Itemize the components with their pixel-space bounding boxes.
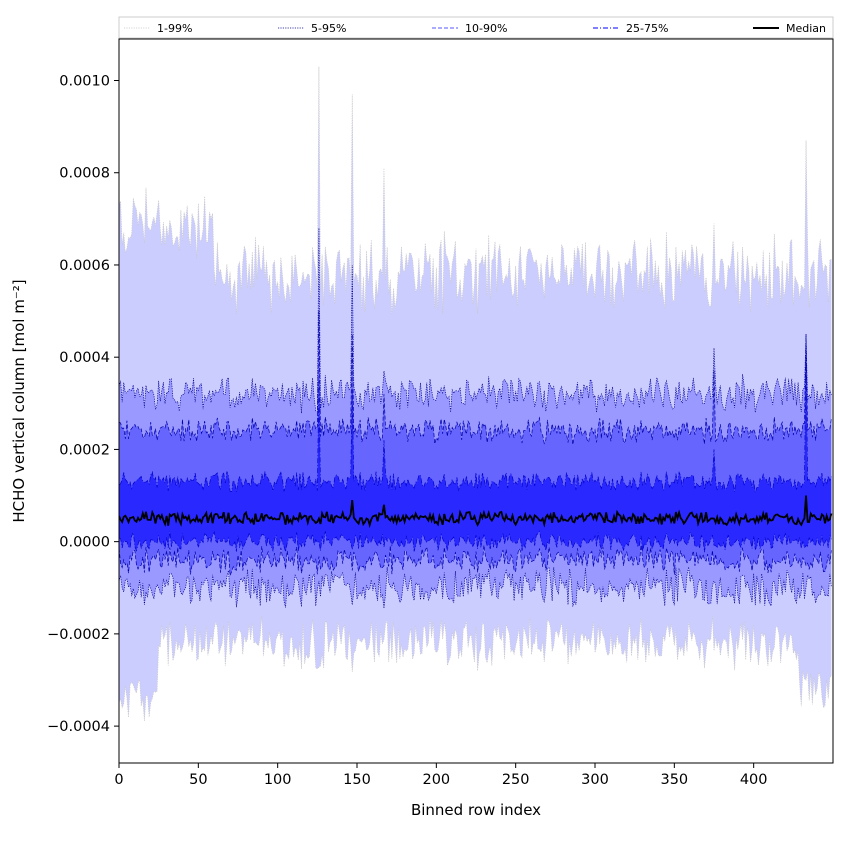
line-p01: [119, 615, 832, 722]
line-p75: [119, 343, 832, 493]
x-axis-label: Binned row index: [411, 801, 541, 819]
y-tick-label: 0.0008: [59, 166, 110, 182]
x-tick-label: 150: [343, 772, 371, 788]
plot-frame: [118, 38, 834, 764]
legend: 1-99% 5-95% 10-90% 25-75% Median: [118, 16, 834, 39]
y-tick-label: −0.0004: [47, 719, 110, 735]
x-tick-label: 50: [189, 772, 207, 788]
legend-label: 1-99%: [157, 22, 192, 35]
line-p90: [119, 311, 832, 445]
legend-label: Median: [786, 22, 826, 35]
median-line: [119, 495, 833, 529]
x-tick-label: 100: [264, 772, 292, 788]
percentile-lines: [119, 66, 833, 722]
legend-box: [118, 16, 834, 39]
x-tick-label: 400: [740, 772, 768, 788]
legend-label: 10-90%: [465, 22, 507, 35]
x-tick-label: 0: [114, 772, 123, 788]
band-25-75%: [119, 343, 832, 553]
y-axis: −0.0004 −0.0002 0.0000 0.0002 0.0004 0.0006 0.…: [47, 74, 119, 735]
y-tick-label: −0.0002: [47, 627, 110, 643]
y-axis-label: HCHO vertical column [mol m⁻²]: [10, 279, 28, 522]
x-tick-label: 300: [581, 772, 609, 788]
y-tick-label: 0.0010: [59, 74, 110, 90]
legend-label: 25-75%: [626, 22, 668, 35]
y-tick-label: 0.0002: [59, 442, 110, 458]
x-axis: 0 50 100 150 200 250 300 350 400: [114, 763, 768, 788]
line-p10: [119, 545, 832, 576]
x-tick-label: 200: [422, 772, 450, 788]
y-tick-label: 0.0004: [59, 350, 110, 366]
y-tick-label: 0.0000: [59, 535, 110, 551]
line-p95: [119, 228, 832, 414]
line-p25: [119, 530, 832, 553]
y-tick-label: 0.0006: [59, 258, 110, 274]
legend-label: 5-95%: [311, 22, 346, 35]
x-tick-label: 350: [660, 772, 688, 788]
x-tick-label: 250: [502, 772, 530, 788]
